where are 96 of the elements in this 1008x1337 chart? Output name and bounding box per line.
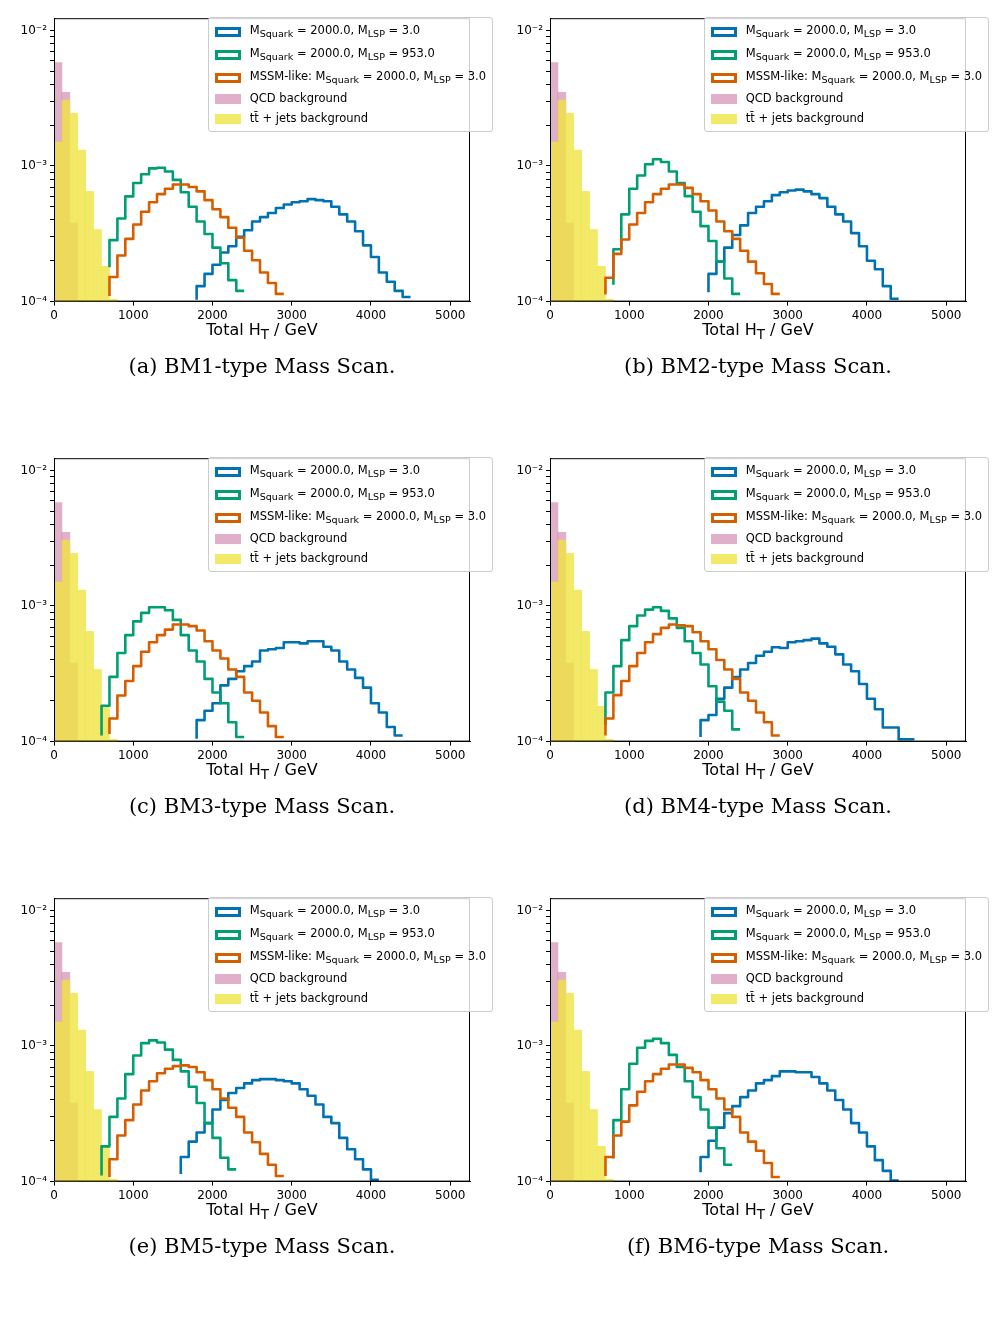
y-tick-label: 10⁻⁴ [20,733,48,748]
y-tick-label: 10⁻³ [516,1038,544,1053]
x-tick-label: 3000 [276,307,307,322]
y-tick-label: 10⁻³ [20,1038,48,1053]
legend-label: M$_{Squark}$ = 2000.0, M$_{LSP}$ = 953.0 [249,924,435,945]
y-tick-label: 10⁻³ [20,158,48,173]
legend-label: MSSM-like: M$_{Squark}$ = 2000.0, M$_{LSP}$ = 3.0 [745,947,982,967]
x-axis-title: Total H$_{T}$ / GeV [701,760,815,783]
legend-label: M$_{Squark}$ = 2000.0, M$_{LSP}$ = 953.0 [745,44,931,65]
x-tick-label: 0 [546,1187,554,1202]
x-tick-label: 4000 [851,1187,883,1202]
x-tick-label: 5000 [434,747,466,762]
y-tick-label: 10⁻² [20,22,48,37]
legend-label: MSSM-like: M$_{Squark}$ = 2000.0, M$_{LSP}$ = 3.0 [745,67,982,87]
legend-label: tt̄ + jets background [249,989,369,1007]
legend-label: M$_{Squark}$ = 2000.0, M$_{LSP}$ = 953.0 [249,44,435,65]
x-tick-label: 4000 [355,307,387,322]
x-tick-label: 2000 [693,747,724,762]
text: (e) BM5-type Mass Scan. [127,1234,397,1259]
x-tick-label: 4000 [851,307,883,322]
y-tick-label: 10⁻⁴ [20,1173,48,1188]
x-tick-label: 5000 [930,1187,962,1202]
x-tick-label: 3000 [772,747,803,762]
x-tick-label: 3000 [772,307,803,322]
x-tick-label: 3000 [276,1187,307,1202]
x-tick-label: 2000 [197,1187,228,1202]
x-axis-title: Total H$_{T}$ / GeV [205,1200,319,1223]
x-tick-label: 1000 [613,747,645,762]
x-tick-label: 0 [50,1187,58,1202]
y-tick-label: 10⁻³ [20,598,48,613]
legend-label: QCD background [249,970,348,988]
legend-label: QCD background [249,530,348,548]
x-tick-label: 2000 [693,307,724,322]
legend-label: M$_{Squark}$ = 2000.0, M$_{LSP}$ = 953.0 [745,484,931,505]
y-tick-label: 10⁻² [20,902,48,917]
legend-label: QCD background [249,90,348,108]
x-tick-label: 0 [546,307,554,322]
x-tick-label: 0 [50,747,58,762]
x-tick-label: 4000 [851,747,883,762]
x-tick-label: 3000 [772,1187,803,1202]
legend-label: M$_{Squark}$ = 2000.0, M$_{LSP}$ = 3.0 [745,902,917,922]
x-tick-label: 4000 [355,1187,387,1202]
text: (a) BM1-type Mass Scan. [127,354,397,379]
text: (f) BM6-type Mass Scan. [625,1234,891,1259]
y-tick-label: 10⁻⁴ [20,293,48,308]
legend-label: M$_{Squark}$ = 2000.0, M$_{LSP}$ = 3.0 [745,22,917,42]
legend-label: QCD background [745,970,844,988]
x-axis-title: Total H$_{T}$ / GeV [701,1200,815,1223]
y-tick-label: 10⁻² [516,462,544,477]
text: (d) BM4-type Mass Scan. [623,794,893,819]
x-tick-label: 1000 [613,307,645,322]
x-tick-label: 0 [546,747,554,762]
y-tick-label: 10⁻⁴ [516,733,544,748]
x-axis-title: Total H$_{T}$ / GeV [205,320,319,343]
legend-label: M$_{Squark}$ = 2000.0, M$_{LSP}$ = 3.0 [249,902,421,922]
legend-label: M$_{Squark}$ = 2000.0, M$_{LSP}$ = 953.0 [745,924,931,945]
legend-label: MSSM-like: M$_{Squark}$ = 2000.0, M$_{LSP}$ = 3.0 [249,507,486,527]
x-tick-label: 5000 [434,307,466,322]
legend-label: tt̄ + jets background [249,549,369,567]
x-tick-label: 5000 [434,1187,466,1202]
x-axis-title: Total H$_{T}$ / GeV [205,760,319,783]
x-tick-label: 0 [50,307,58,322]
x-tick-label: 1000 [613,1187,645,1202]
y-tick-label: 10⁻³ [516,158,544,173]
x-tick-label: 5000 [930,307,962,322]
legend-label: M$_{Squark}$ = 2000.0, M$_{LSP}$ = 953.0 [249,484,435,505]
y-tick-label: 10⁻⁴ [516,1173,544,1188]
x-tick-label: 1000 [117,307,149,322]
legend-label: tt̄ + jets background [249,109,369,127]
legend-label: MSSM-like: M$_{Squark}$ = 2000.0, M$_{LSP}$ = 3.0 [249,67,486,87]
y-tick-label: 10⁻² [516,902,544,917]
x-tick-label: 4000 [355,747,387,762]
x-tick-label: 5000 [930,747,962,762]
y-tick-label: 10⁻² [516,22,544,37]
x-tick-label: 1000 [117,1187,149,1202]
legend-label: M$_{Squark}$ = 2000.0, M$_{LSP}$ = 3.0 [249,462,421,482]
legend-label: M$_{Squark}$ = 2000.0, M$_{LSP}$ = 3.0 [745,462,917,482]
x-axis-title: Total H$_{T}$ / GeV [701,320,815,343]
x-tick-label: 1000 [117,747,149,762]
x-tick-label: 2000 [197,307,228,322]
legend-label: M$_{Squark}$ = 2000.0, M$_{LSP}$ = 3.0 [249,22,421,42]
text: (c) BM3-type Mass Scan. [127,794,397,819]
legend-label: QCD background [745,90,844,108]
x-tick-label: 3000 [276,747,307,762]
legend-label: QCD background [745,530,844,548]
text: (b) BM2-type Mass Scan. [623,354,893,379]
legend-label: tt̄ + jets background [745,109,865,127]
x-tick-label: 2000 [693,1187,724,1202]
legend-label: tt̄ + jets background [745,989,865,1007]
y-tick-label: 10⁻⁴ [516,293,544,308]
y-tick-label: 10⁻³ [516,598,544,613]
legend-label: MSSM-like: M$_{Squark}$ = 2000.0, M$_{LSP}$ = 3.0 [745,507,982,527]
legend-label: tt̄ + jets background [745,549,865,567]
legend-label: MSSM-like: M$_{Squark}$ = 2000.0, M$_{LSP}$ = 3.0 [249,947,486,967]
y-tick-label: 10⁻² [20,462,48,477]
x-tick-label: 2000 [197,747,228,762]
